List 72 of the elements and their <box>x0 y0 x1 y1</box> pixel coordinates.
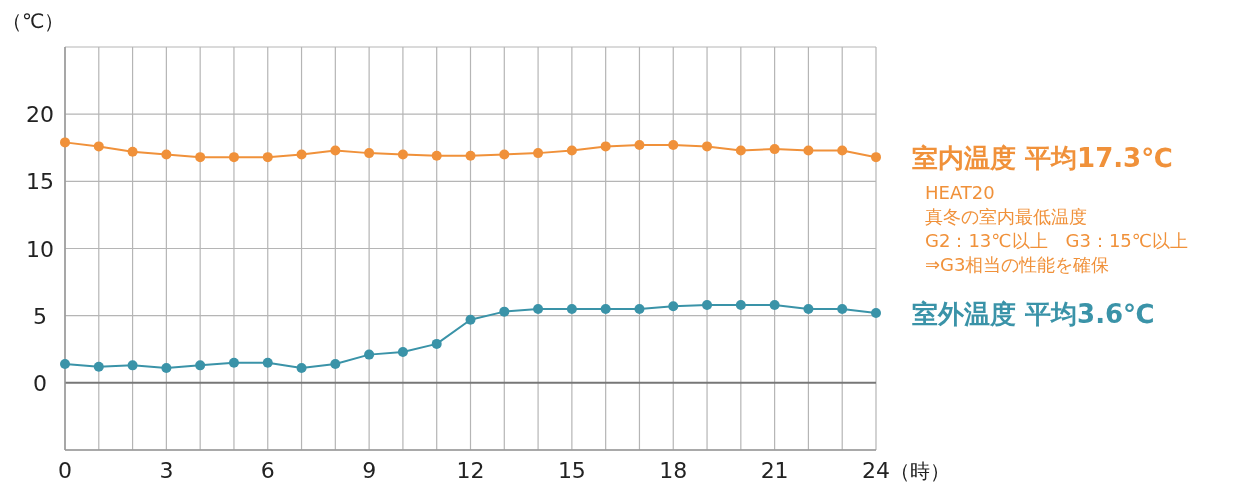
point <box>161 149 172 160</box>
point <box>566 303 577 314</box>
point <box>803 303 814 314</box>
point <box>735 145 746 156</box>
point <box>499 306 510 317</box>
y-tick-label: 0 <box>33 370 47 396</box>
x-tick-label: 24 <box>862 458 890 483</box>
point <box>668 140 679 151</box>
point <box>228 357 239 368</box>
point <box>702 299 713 310</box>
text: ⇒G3相当の性能を確保 <box>925 254 1110 276</box>
point <box>296 363 307 374</box>
series-label: 室外温度 平均3.6℃ <box>912 298 1155 329</box>
point <box>769 144 780 155</box>
point <box>566 145 577 156</box>
point <box>93 361 104 372</box>
point <box>195 152 206 163</box>
point <box>397 149 408 160</box>
point <box>803 145 814 156</box>
point <box>465 150 476 161</box>
point <box>837 303 848 314</box>
point <box>296 149 307 160</box>
y-axis-title: （℃） <box>2 9 65 33</box>
point <box>60 359 70 370</box>
y-tick-label: 10 <box>26 236 54 262</box>
point <box>364 349 375 360</box>
point <box>262 357 273 368</box>
point <box>431 338 442 349</box>
x-tick-label: 15 <box>557 458 586 483</box>
point <box>668 301 679 312</box>
point <box>871 307 881 318</box>
point <box>735 299 746 310</box>
point <box>533 148 544 159</box>
point <box>127 360 138 371</box>
point <box>60 137 70 148</box>
point <box>161 363 172 374</box>
point <box>195 360 206 371</box>
point <box>634 140 645 151</box>
point <box>431 150 442 161</box>
point <box>330 145 341 156</box>
x-tick-label: 3 <box>159 458 174 483</box>
x-axis-title: （時） <box>890 459 950 483</box>
y-tick-label: 15 <box>26 169 54 195</box>
point <box>330 359 341 370</box>
point <box>465 314 476 325</box>
point <box>702 141 713 152</box>
point <box>837 145 848 156</box>
text: 真冬の室内最低温度 <box>925 206 1087 228</box>
point <box>93 141 104 152</box>
x-tick-label: 12 <box>456 458 485 483</box>
point <box>397 346 408 357</box>
point <box>634 303 645 314</box>
point <box>600 303 611 314</box>
x-tick-label: 6 <box>260 458 275 483</box>
text: HEAT20 <box>925 182 995 204</box>
point <box>871 152 881 163</box>
point <box>228 152 239 163</box>
point <box>600 141 611 152</box>
point <box>499 149 510 160</box>
point <box>533 303 544 314</box>
x-tick-label: 0 <box>58 458 72 483</box>
series-label: 室内温度 平均17.3℃ <box>912 143 1173 174</box>
point <box>262 152 273 163</box>
x-tick-label: 21 <box>760 458 789 483</box>
point <box>364 148 375 159</box>
x-tick-label: 18 <box>659 458 688 483</box>
point <box>127 146 138 157</box>
y-tick-label: 20 <box>26 102 54 128</box>
x-tick-label: 9 <box>362 458 377 483</box>
text: G2：13℃以上 G3：15℃以上 <box>925 230 1189 252</box>
y-tick-label: 5 <box>33 303 47 329</box>
point <box>769 299 780 310</box>
